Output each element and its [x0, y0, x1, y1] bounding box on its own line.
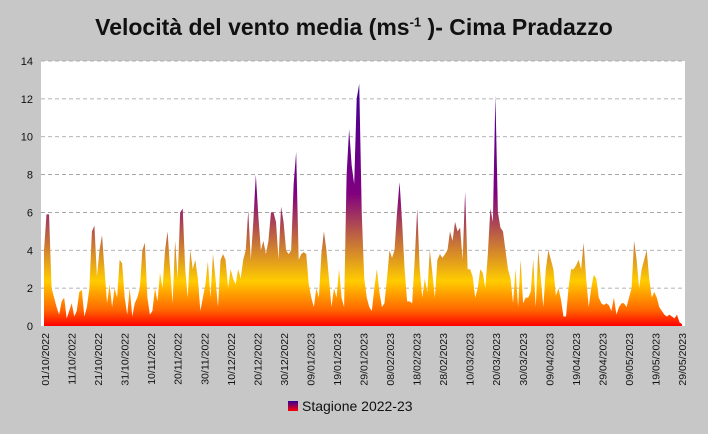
- x-tick-label: 30/12/2022: [279, 333, 291, 386]
- y-axis-labels: 0 2 4 6 8 10 12 14: [21, 56, 33, 333]
- x-tick-label: 31/10/2022: [120, 333, 132, 386]
- x-tick-label: 19/01/2023: [332, 333, 344, 386]
- x-tick-label: 08/02/2023: [385, 333, 397, 386]
- chart-title-superscript: -1: [409, 14, 422, 30]
- chart-title: Velocità del vento media (ms-1 )- Cima P…: [0, 14, 708, 41]
- x-tick-label: 19/05/2023: [650, 333, 662, 386]
- legend-label: Stagione 2022-23: [302, 398, 413, 414]
- x-tick-label: 11/10/2022: [67, 333, 79, 385]
- x-tick-label: 28/02/2023: [438, 333, 450, 386]
- x-tick-label: 01/10/2022: [40, 333, 52, 386]
- y-tick-label: 4: [27, 245, 33, 257]
- y-tick-label: 12: [21, 94, 33, 106]
- series-area-stagione: [44, 83, 682, 327]
- x-tick-label: 29/05/2023: [677, 333, 689, 386]
- x-tick-label: 19/04/2023: [571, 333, 583, 386]
- x-tick-label: 09/04/2023: [544, 333, 556, 386]
- x-tick-label: 09/05/2023: [624, 333, 636, 386]
- x-tick-label: 29/01/2023: [359, 333, 371, 386]
- y-tick-label: 8: [27, 170, 33, 182]
- legend-swatch: [288, 401, 298, 411]
- chart-title-end: )- Cima Pradazzo: [421, 14, 613, 40]
- legend: Stagione 2022-23: [288, 398, 413, 414]
- x-tick-label: 10/11/2022: [146, 333, 158, 385]
- x-tick-label: 20/03/2023: [491, 333, 503, 386]
- y-tick-label: 2: [27, 283, 33, 295]
- y-tick-label: 0: [27, 321, 33, 333]
- x-tick-label: 09/01/2023: [305, 333, 317, 386]
- x-axis-labels: 01/10/2022 11/10/2022 21/10/2022 31/10/2022…: [40, 333, 689, 386]
- chart-title-main: Velocità del vento media (ms: [95, 14, 410, 40]
- x-tick-label: 30/03/2023: [518, 333, 530, 386]
- x-tick-label: 30/11/2022: [199, 333, 211, 385]
- x-tick-label: 10/03/2023: [465, 333, 477, 386]
- x-tick-label: 21/10/2022: [93, 333, 105, 386]
- x-tick-label: 20/12/2022: [252, 333, 264, 386]
- x-tick-label: 20/11/2022: [173, 333, 185, 385]
- x-tick-label: 29/04/2023: [597, 333, 609, 386]
- x-tick-label: 18/02/2023: [412, 333, 424, 386]
- x-tick-label: 10/12/2022: [226, 333, 238, 386]
- y-tick-label: 14: [21, 56, 33, 68]
- y-tick-label: 6: [27, 207, 33, 219]
- y-tick-label: 10: [21, 132, 33, 144]
